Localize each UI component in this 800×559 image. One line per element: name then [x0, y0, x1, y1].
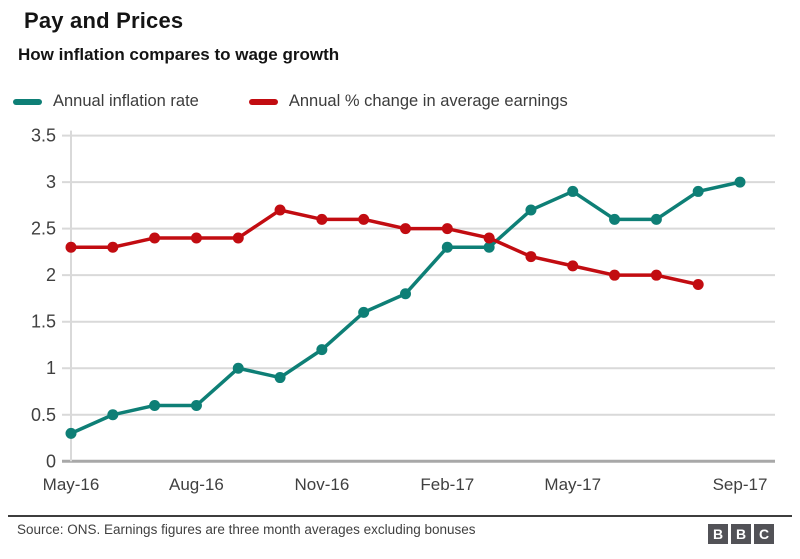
x-tick-label: May-16	[43, 475, 100, 494]
y-tick-label: 0	[46, 451, 56, 471]
data-point-marker	[525, 204, 537, 216]
x-axis-labels: May-16 Aug-16 Nov-16 Feb-17 May-17 Sep-17	[43, 475, 768, 494]
data-point-marker	[65, 241, 77, 253]
inflation-series	[65, 176, 746, 439]
x-tick-label: Aug-16	[169, 475, 224, 494]
data-point-marker	[441, 223, 453, 235]
data-point-marker	[107, 409, 119, 421]
x-tick-label: Nov-16	[294, 475, 349, 494]
data-point-marker	[483, 241, 495, 253]
data-point-marker	[483, 232, 495, 244]
bbc-logo-block: B	[731, 524, 751, 544]
series-line	[69, 180, 742, 436]
data-point-marker	[107, 241, 119, 253]
series-line	[69, 208, 700, 287]
y-tick-label: 1	[46, 358, 56, 378]
chart-legend: Annual inflation rate Annual % change in…	[13, 92, 618, 111]
data-point-marker	[400, 223, 411, 235]
legend-label-earnings: Annual % change in average earnings	[288, 92, 568, 110]
inflation-series-swatch-icon	[13, 98, 42, 105]
y-tick-label: 1.5	[31, 312, 56, 332]
y-tick-label: 2.5	[31, 219, 56, 239]
legend-label-inflation: Annual inflation rate	[53, 92, 199, 110]
data-point-marker	[525, 251, 537, 263]
footer-divider	[8, 515, 792, 517]
data-point-marker	[232, 232, 244, 244]
y-tick-label: 2	[46, 265, 56, 285]
data-point-marker	[734, 176, 746, 188]
y-tick-label: 3	[46, 172, 56, 192]
data-point-marker	[650, 213, 662, 225]
source-attribution: Source: ONS. Earnings figures are three …	[17, 522, 476, 537]
data-point-marker	[567, 260, 579, 272]
data-point-marker	[358, 213, 370, 225]
data-point-marker	[149, 232, 161, 244]
legend-item-earnings: Annual % change in average earnings	[248, 92, 568, 111]
data-point-marker	[190, 399, 202, 411]
gridlines	[62, 134, 775, 463]
data-point-marker	[650, 269, 662, 281]
data-point-marker	[274, 372, 286, 384]
data-point-marker	[609, 213, 621, 225]
data-point-marker	[692, 278, 704, 290]
x-tick-label: May-17	[544, 475, 601, 494]
x-tick-label: Sep-17	[713, 475, 768, 494]
data-point-marker	[232, 362, 244, 374]
chart-subtitle: How inflation compares to wage growth	[18, 45, 340, 64]
data-point-marker	[274, 204, 286, 216]
y-tick-label: 0.5	[31, 405, 56, 425]
data-point-marker	[567, 185, 579, 197]
data-point-marker	[149, 399, 161, 411]
line-chart: 0 0.5 1 1.5 2 2.5 3 3.5 May-16 Aug-16 Nov-16 Feb-17…	[31, 126, 775, 494]
data-point-marker	[609, 269, 621, 281]
data-point-marker	[692, 185, 704, 197]
data-point-marker	[65, 427, 77, 439]
data-point-marker	[316, 344, 328, 356]
page-title: Pay and Prices	[24, 8, 184, 33]
bbc-logo-block: B	[708, 524, 728, 544]
earnings-series	[65, 204, 704, 290]
data-point-marker	[400, 288, 411, 300]
y-axis-labels: 0 0.5 1 1.5 2 2.5 3 3.5	[31, 126, 56, 472]
legend-item-inflation: Annual inflation rate	[13, 92, 199, 111]
data-point-marker	[316, 213, 328, 225]
bbc-logo: B B C	[708, 524, 774, 544]
earnings-series-swatch-icon	[248, 98, 278, 105]
data-point-marker	[358, 306, 370, 318]
x-tick-label: Feb-17	[420, 475, 474, 494]
data-point-marker	[190, 232, 202, 244]
data-point-marker	[441, 241, 453, 253]
y-tick-label: 3.5	[31, 126, 56, 146]
bbc-logo-block: C	[754, 524, 774, 544]
